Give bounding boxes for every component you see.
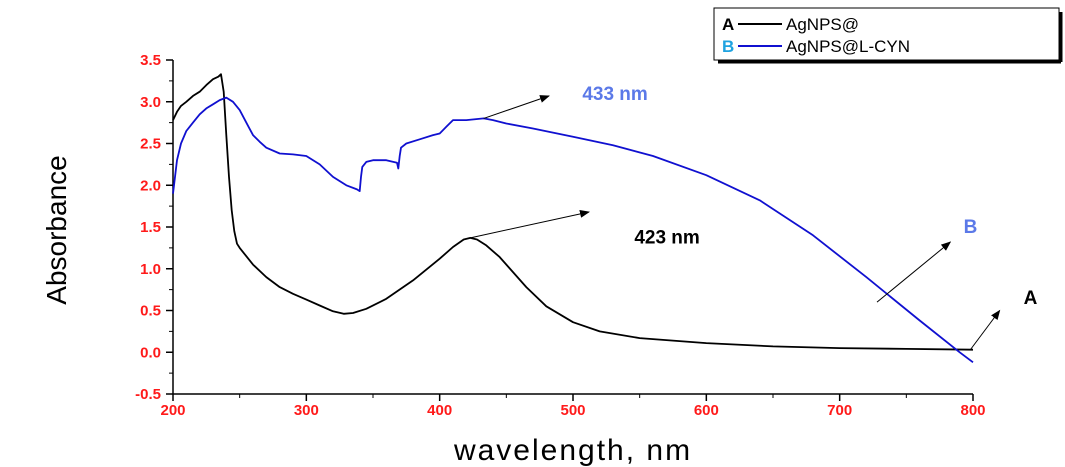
annotation-label: 433 nm bbox=[582, 84, 647, 105]
x-tick-label: 200 bbox=[160, 402, 185, 419]
y-tick-label: 3.0 bbox=[140, 94, 161, 111]
x-tick-label: 300 bbox=[294, 402, 319, 419]
annotation-label: 423 nm bbox=[634, 228, 699, 249]
legend: A AgNPS@ B AgNPS@L-CYN bbox=[713, 7, 1063, 64]
annotation-layer: 433 nm 423 nm B A bbox=[470, 84, 1038, 351]
x-tick-label: 800 bbox=[960, 402, 985, 419]
annotation-arrow bbox=[969, 309, 1001, 351]
x-axis-title: wavelength, nm bbox=[453, 434, 692, 467]
x-tick-label: 400 bbox=[427, 402, 452, 419]
legend-key-a: A bbox=[722, 15, 734, 34]
annotation-arrow bbox=[470, 209, 590, 239]
y-tick-label: 1.5 bbox=[140, 219, 161, 236]
annotation-arrow bbox=[876, 241, 952, 303]
y-tick-label: 0.5 bbox=[140, 303, 161, 320]
y-tick-label: 3.5 bbox=[140, 52, 161, 69]
series-layer bbox=[172, 73, 974, 364]
y-axis-title: Absorbance bbox=[41, 155, 72, 304]
x-ticks: 200 300 400 500 600 700 800 bbox=[160, 394, 986, 419]
x-tick-label: 500 bbox=[560, 402, 585, 419]
y-tick-label: 0.0 bbox=[140, 344, 161, 361]
y-ticks: -0.5 0.0 0.5 1.0 1.5 2.0 2.5 3.0 3.5 bbox=[135, 52, 173, 403]
x-tick-label: 700 bbox=[827, 402, 852, 419]
y-tick-label: 1.0 bbox=[140, 261, 161, 278]
y-tick-label: -0.5 bbox=[135, 386, 161, 403]
series-line-a bbox=[172, 73, 974, 351]
annotation-label: B bbox=[964, 217, 978, 238]
legend-box bbox=[713, 7, 1060, 61]
y-tick-label: 2.0 bbox=[140, 177, 161, 194]
annotation-label: A bbox=[1024, 288, 1038, 309]
annotation-arrow bbox=[483, 95, 550, 119]
x-tick-label: 600 bbox=[694, 402, 719, 419]
legend-label-a: AgNPS@ bbox=[786, 15, 859, 34]
series-line-b bbox=[172, 96, 974, 364]
legend-key-b: B bbox=[722, 37, 734, 56]
legend-label-b: AgNPS@L-CYN bbox=[786, 37, 910, 56]
y-tick-label: 2.5 bbox=[140, 136, 161, 153]
